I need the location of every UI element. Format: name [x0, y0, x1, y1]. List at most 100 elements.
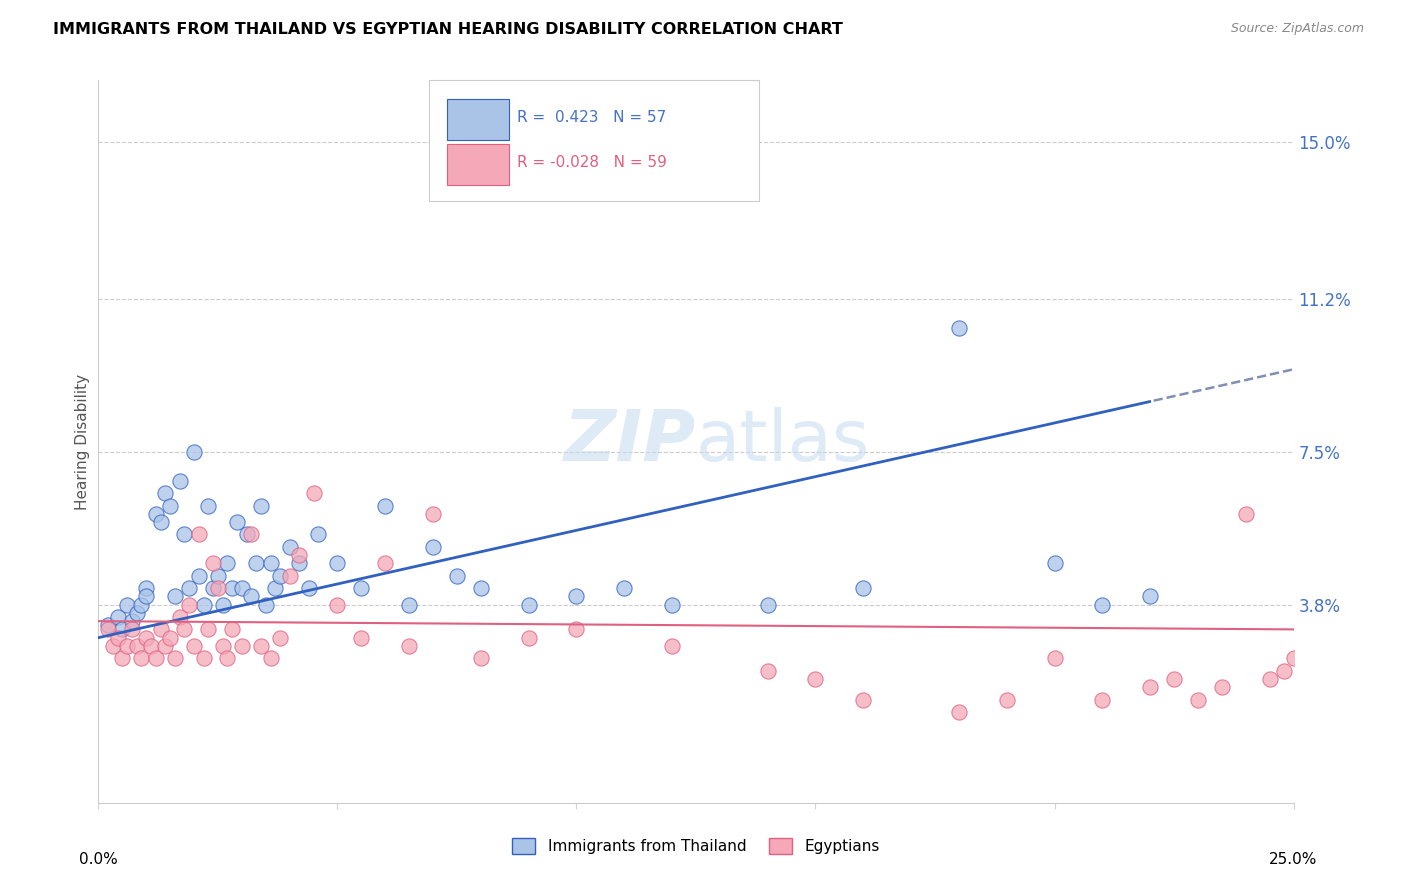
Point: [565, 623, 588, 637]
Point: [398, 639, 420, 653]
Point: [231, 639, 253, 653]
Point: [852, 581, 875, 595]
Point: [661, 598, 683, 612]
Point: [470, 651, 492, 665]
Point: [1272, 664, 1295, 678]
Point: [470, 581, 492, 595]
Text: R = -0.028   N = 59: R = -0.028 N = 59: [517, 155, 668, 169]
Point: [1187, 692, 1209, 706]
Point: [1258, 672, 1281, 686]
Point: [121, 614, 143, 628]
Point: [995, 692, 1018, 706]
Point: [1211, 680, 1233, 694]
Point: [661, 639, 683, 653]
Point: [97, 618, 120, 632]
Point: [307, 527, 329, 541]
Point: [948, 705, 970, 719]
Point: [302, 486, 325, 500]
Point: [240, 527, 263, 541]
Y-axis label: Hearing Disability: Hearing Disability: [75, 374, 90, 509]
Point: [207, 581, 229, 595]
Legend: Immigrants from Thailand, Egyptians: Immigrants from Thailand, Egyptians: [506, 832, 886, 860]
Point: [107, 610, 129, 624]
Point: [193, 651, 215, 665]
Point: [422, 540, 444, 554]
Point: [517, 631, 540, 645]
Point: [221, 581, 243, 595]
Point: [398, 598, 420, 612]
Point: [1091, 692, 1114, 706]
Point: [173, 623, 195, 637]
Text: 0.0%: 0.0%: [79, 853, 118, 867]
Point: [135, 631, 157, 645]
Point: [259, 651, 281, 665]
Point: [179, 581, 201, 595]
Point: [240, 590, 263, 604]
Point: [278, 540, 301, 554]
Point: [756, 598, 779, 612]
Point: [163, 590, 186, 604]
Point: [446, 568, 468, 582]
Point: [135, 581, 157, 595]
Point: [226, 515, 249, 529]
Point: [221, 623, 243, 637]
Point: [1234, 507, 1257, 521]
Point: [115, 639, 138, 653]
Point: [145, 507, 167, 521]
Point: [183, 445, 205, 459]
Point: [125, 606, 148, 620]
Point: [111, 651, 134, 665]
Point: [948, 321, 970, 335]
Point: [121, 623, 143, 637]
Point: [517, 598, 540, 612]
Text: atlas: atlas: [696, 407, 870, 476]
Point: [254, 598, 277, 612]
Point: [259, 557, 281, 571]
Text: R =  0.423   N = 57: R = 0.423 N = 57: [517, 111, 666, 125]
Point: [250, 639, 273, 653]
Point: [374, 499, 396, 513]
Point: [235, 527, 257, 541]
Point: [169, 474, 191, 488]
Point: [101, 639, 124, 653]
Point: [264, 581, 287, 595]
Point: [852, 692, 875, 706]
Point: [217, 651, 239, 665]
Point: [202, 581, 225, 595]
Point: [250, 499, 273, 513]
Point: [131, 651, 153, 665]
Point: [159, 499, 181, 513]
Point: [211, 639, 233, 653]
Point: [193, 598, 215, 612]
Point: [565, 590, 588, 604]
Point: [183, 639, 205, 653]
Point: [187, 527, 209, 541]
Point: [1091, 598, 1114, 612]
Point: [202, 557, 225, 571]
Point: [155, 639, 177, 653]
Point: [107, 631, 129, 645]
Point: [131, 598, 153, 612]
Text: ZIP: ZIP: [564, 407, 696, 476]
Point: [374, 557, 396, 571]
Point: [173, 527, 195, 541]
Point: [1163, 672, 1185, 686]
Point: [159, 631, 181, 645]
Point: [350, 581, 373, 595]
Text: 25.0%: 25.0%: [1270, 853, 1317, 867]
Point: [97, 623, 120, 637]
Point: [288, 557, 311, 571]
Point: [207, 568, 229, 582]
Point: [326, 598, 349, 612]
Point: [245, 557, 267, 571]
Point: [756, 664, 779, 678]
Point: [155, 486, 177, 500]
Point: [613, 581, 636, 595]
Point: [1043, 557, 1066, 571]
Point: [269, 631, 291, 645]
Point: [326, 557, 349, 571]
Point: [149, 623, 172, 637]
Point: [115, 598, 138, 612]
Point: [298, 581, 321, 595]
Point: [145, 651, 167, 665]
